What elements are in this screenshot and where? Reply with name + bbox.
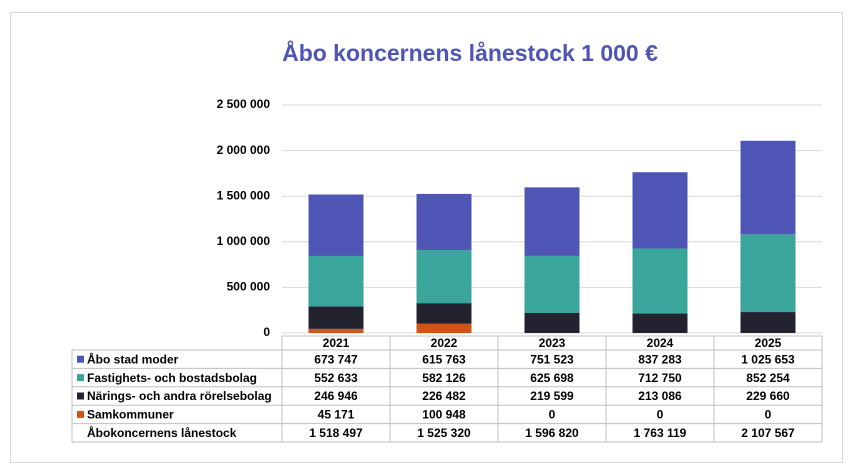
legend-key: [77, 410, 84, 418]
table-value: 1 025 653: [741, 352, 795, 366]
table-value: 229 660: [746, 389, 790, 403]
table-value: 852 254: [746, 371, 790, 385]
table-value: 625 698: [530, 371, 574, 385]
chart-title: Åbo koncernens lånestock 1 000 €: [282, 39, 658, 66]
bar-segment: [308, 194, 364, 256]
total-value: 1 525 320: [417, 426, 471, 440]
bar-segment: [416, 323, 472, 333]
table-value: 615 763: [422, 352, 466, 366]
bar-segment: [632, 248, 688, 314]
legend-key: [77, 392, 84, 400]
bar-segment: [308, 255, 364, 307]
total-label: Åbokoncernens lånestock: [87, 425, 237, 440]
x-tick-label: 2025: [755, 336, 782, 350]
y-tick-label: 1 000 000: [217, 234, 271, 248]
table-value: 712 750: [638, 371, 682, 385]
bar-segment: [308, 306, 364, 329]
table-value: 751 523: [530, 352, 574, 366]
total-value: 1 518 497: [309, 426, 363, 440]
legend-label: Närings- och andra rörelsebolag: [87, 389, 272, 403]
bar-segment: [740, 234, 796, 313]
bar-segment: [524, 312, 580, 333]
total-value: 2 107 567: [741, 426, 795, 440]
bar-segment: [524, 187, 580, 256]
legend-label: Åbo stad moder: [87, 351, 179, 366]
table-value: 0: [549, 408, 556, 422]
legend-label: Samkommuner: [87, 408, 174, 422]
table-value: 837 283: [638, 352, 682, 366]
x-tick-label: 2022: [431, 336, 458, 350]
table-value: 0: [657, 408, 664, 422]
total-value: 1 763 119: [634, 426, 687, 440]
legend-key: [77, 374, 84, 382]
table-value: 582 126: [422, 371, 466, 385]
x-tick-label: 2023: [539, 336, 566, 350]
x-tick-label: 2021: [323, 336, 350, 350]
table-value: 246 946: [314, 389, 358, 403]
table-value: 100 948: [422, 408, 466, 422]
bar-segment: [740, 312, 796, 333]
table-value: 219 599: [530, 389, 574, 403]
table-value: 226 482: [422, 389, 466, 403]
y-tick-label: 2 000 000: [217, 143, 271, 157]
bar-segment: [416, 303, 472, 324]
bar-segment: [632, 313, 688, 333]
y-tick-label: 0: [263, 325, 270, 339]
legend-key: [77, 355, 84, 363]
table-value: 45 171: [318, 408, 355, 422]
total-value: 1 596 820: [525, 426, 579, 440]
bar-segment: [416, 250, 472, 304]
x-tick-label: 2024: [647, 336, 674, 350]
y-tick-label: 500 000: [227, 280, 271, 294]
legend-label: Fastighets- och bostadsbolag: [87, 371, 257, 385]
bar-segment: [416, 193, 472, 251]
bar-segment: [740, 140, 796, 235]
table-value: 213 086: [638, 389, 682, 403]
bar-segment: [524, 255, 580, 313]
table-value: 673 747: [314, 352, 358, 366]
y-tick-label: 2 500 000: [217, 97, 271, 111]
bar-segment: [308, 328, 364, 333]
table-value: 552 633: [314, 371, 358, 385]
table-value: 0: [765, 408, 772, 422]
y-tick-label: 1 500 000: [217, 188, 271, 202]
bar-segment: [632, 172, 688, 249]
